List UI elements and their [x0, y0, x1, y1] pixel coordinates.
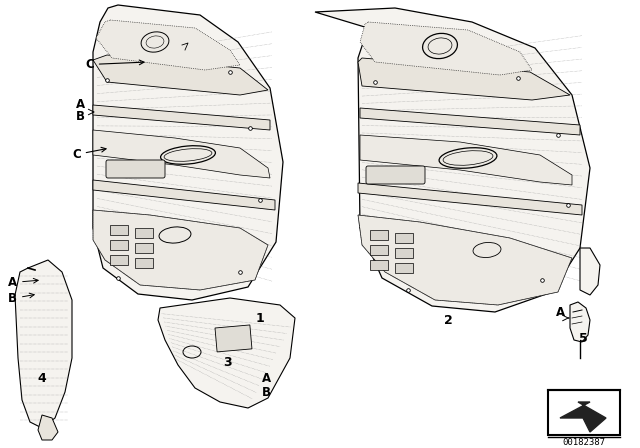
Polygon shape [93, 130, 270, 178]
Bar [215, 325, 252, 352]
FancyBboxPatch shape [106, 160, 165, 178]
Polygon shape [38, 415, 58, 440]
Polygon shape [93, 5, 283, 300]
Text: A: A [76, 98, 85, 111]
Bar [370, 260, 388, 270]
Text: B: B [262, 386, 271, 399]
Polygon shape [93, 55, 268, 95]
Polygon shape [358, 183, 582, 215]
Polygon shape [158, 298, 295, 408]
Bar [370, 245, 388, 255]
Polygon shape [93, 105, 270, 130]
Bar [395, 233, 413, 243]
Text: B: B [76, 110, 85, 123]
Text: 4: 4 [38, 371, 46, 384]
Polygon shape [93, 210, 268, 290]
Text: B: B [8, 292, 34, 305]
Bar [395, 263, 413, 273]
Polygon shape [358, 215, 572, 305]
Bar [135, 228, 153, 238]
Text: 3: 3 [224, 356, 232, 369]
Polygon shape [93, 180, 275, 210]
Bar [110, 225, 128, 235]
Polygon shape [96, 20, 240, 70]
Polygon shape [580, 248, 600, 295]
Text: 1: 1 [255, 311, 264, 324]
Text: A: A [556, 306, 565, 319]
Polygon shape [570, 302, 590, 342]
Text: 5: 5 [579, 332, 588, 345]
Text: A: A [8, 276, 38, 289]
Bar [135, 258, 153, 268]
Bar [135, 243, 153, 253]
Polygon shape [360, 135, 572, 185]
Polygon shape [360, 108, 580, 135]
Text: A: A [262, 372, 271, 385]
Polygon shape [560, 402, 606, 432]
Polygon shape [358, 58, 570, 100]
Polygon shape [15, 260, 72, 428]
Bar [395, 248, 413, 258]
Bar [110, 240, 128, 250]
Polygon shape [315, 8, 590, 312]
Bar [110, 255, 128, 265]
Polygon shape [360, 22, 532, 75]
Text: C: C [72, 147, 106, 161]
Text: 2: 2 [444, 314, 452, 327]
Bar [548, 390, 620, 435]
Text: C: C [85, 58, 144, 71]
FancyBboxPatch shape [366, 166, 425, 184]
Bar [370, 230, 388, 240]
Text: 00182387: 00182387 [563, 438, 605, 447]
